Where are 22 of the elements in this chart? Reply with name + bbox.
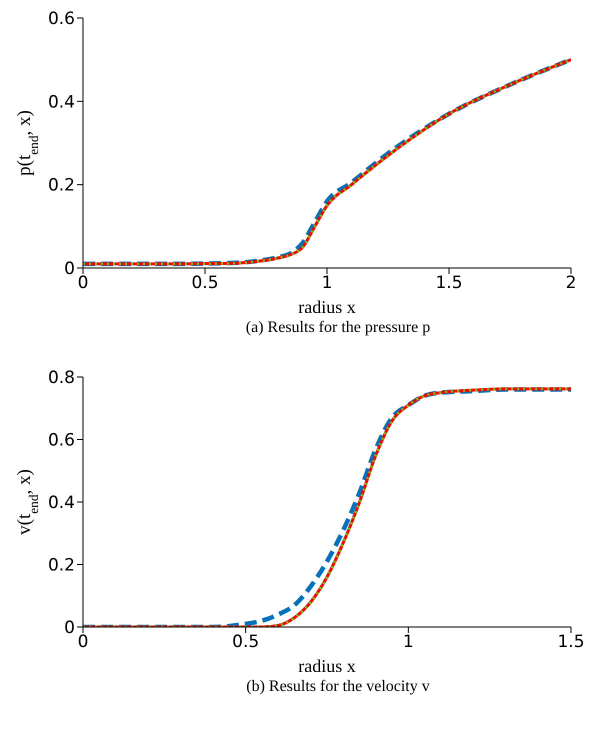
y-tick-label: 0 — [64, 618, 75, 638]
y-tick-label: 0.2 — [48, 556, 75, 576]
x-tick-label: 0 — [78, 273, 88, 294]
y-tick-label: 0.6 — [48, 430, 75, 451]
y-tick-label: 0 — [64, 259, 75, 280]
text: (a) Results for the pressure p — [244, 319, 432, 337]
x-tick-label: 1.5 — [557, 632, 585, 652]
y-tick-label: 0.2 — [48, 176, 75, 196]
x-tick-label: 1 — [322, 273, 332, 294]
y-tick-label: 0.4 — [48, 92, 75, 112]
x-tick-label: 0.5 — [191, 273, 219, 294]
y-tick-label: 0.4 — [48, 493, 75, 514]
x-tick-label: 1 — [402, 632, 414, 652]
x-axis-title: radius x — [298, 656, 356, 676]
x-tick-label: 0.5 — [232, 632, 260, 652]
x-axis-title: radius x — [298, 297, 356, 317]
y-tick-label: 0.6 — [48, 9, 75, 30]
x-tick-label: 0 — [78, 632, 88, 652]
x-tick-label: 1.5 — [435, 273, 463, 294]
x-tick-label: 2 — [566, 273, 576, 294]
text: (b) Results for the velocity v — [245, 678, 431, 696]
y-tick-label: 0.8 — [48, 368, 75, 388]
